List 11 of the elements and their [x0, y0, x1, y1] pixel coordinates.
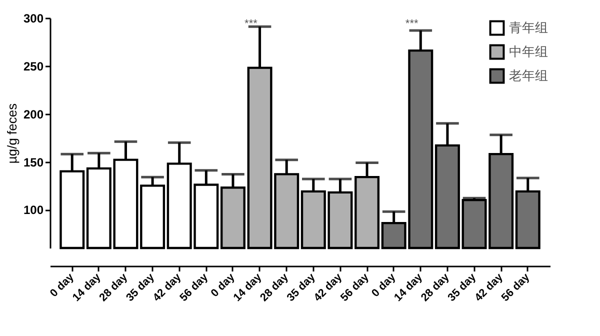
- annotation: ***: [405, 18, 419, 30]
- legend-label: 青年组: [509, 21, 548, 36]
- legend-label: 中年组: [509, 45, 548, 60]
- y-tick-label: 200: [23, 107, 44, 122]
- y-tick-label: 150: [23, 155, 44, 170]
- y-axis-title: µg/g feces: [4, 102, 20, 164]
- y-tick-label: 250: [23, 59, 44, 74]
- y-tick-label: 100: [23, 203, 44, 218]
- annotation: ***: [244, 18, 258, 30]
- legend-label: 老年组: [509, 69, 548, 84]
- y-tick-label: 300: [23, 12, 44, 26]
